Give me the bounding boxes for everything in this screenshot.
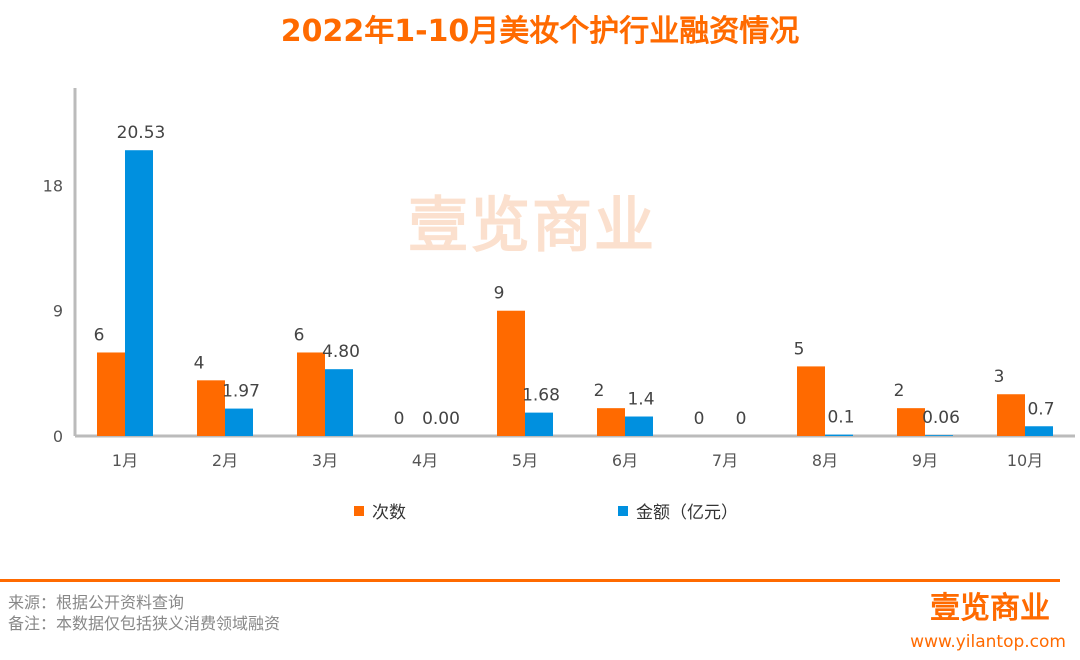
data-label: 1.4 (627, 390, 654, 410)
data-label: 0.1 (827, 408, 854, 428)
data-label: 0 (736, 409, 747, 429)
footer-divider (0, 579, 1060, 582)
x-tick-label: 2月 (212, 451, 238, 470)
bar-amount (1025, 426, 1053, 436)
bar-amount (225, 408, 253, 436)
data-label: 20.53 (117, 123, 166, 143)
legend-item-amount: 金额（亿元） (618, 498, 738, 523)
x-tick-label: 10月 (1007, 451, 1043, 470)
legend-label: 金额（亿元） (636, 503, 738, 523)
x-tick-label: 1月 (112, 451, 138, 470)
x-tick-label: 4月 (412, 451, 438, 470)
data-label: 4.80 (322, 342, 360, 362)
bar-amount (925, 435, 953, 436)
chart-title: 2022年1-10月美妆个护行业融资情况 (280, 14, 800, 49)
x-tick-label: 7月 (712, 451, 738, 470)
x-tick-label: 6月 (612, 451, 638, 470)
brand-logo: 壹览商业 (930, 591, 1050, 626)
data-label: 4 (194, 353, 205, 373)
bar-count (297, 352, 325, 436)
data-label: 6 (94, 325, 105, 345)
x-tick-label: 5月 (512, 451, 538, 470)
data-label: 0 (394, 409, 405, 429)
source-note: 来源：根据公开资料查询 (8, 593, 185, 612)
bar-count (97, 352, 125, 436)
data-label: 0.00 (422, 409, 460, 429)
x-tick-label: 8月 (812, 451, 838, 470)
data-label: 9 (494, 284, 505, 304)
watermark: 壹览商业 (408, 191, 656, 261)
bar-amount (525, 412, 553, 436)
bar-count (197, 380, 225, 436)
data-label: 3 (994, 367, 1005, 387)
data-label: 6 (294, 325, 305, 345)
legend-label: 次数 (372, 503, 406, 523)
bar-count (597, 408, 625, 436)
data-label: 5 (794, 339, 805, 359)
bar-count (897, 408, 925, 436)
data-label: 2 (594, 381, 605, 401)
legend-swatch (618, 505, 628, 516)
legend-item-count: 次数 (354, 498, 406, 523)
bar-chart: 0 9 18 1月 6 20.53 2月 4 1.97 3月 6 4.80 4月 0 0.00 5月 9 1.68… (43, 88, 1075, 470)
data-label: 0 (694, 409, 705, 429)
y-tick-label: 0 (53, 427, 63, 446)
x-tick-label: 9月 (912, 451, 938, 470)
remark-note: 备注：本数据仅包括狭义消费领域融资 (8, 614, 281, 633)
bar-amount (325, 369, 353, 436)
bar-amount (825, 434, 853, 436)
brand-url: www.yilantop.com (910, 632, 1066, 652)
legend-swatch (354, 505, 364, 516)
data-label: 1.68 (522, 386, 560, 406)
data-label: 0.06 (922, 408, 960, 428)
data-label: 0.7 (1027, 399, 1054, 419)
x-tick-label: 3月 (312, 451, 338, 470)
bar-count (497, 310, 525, 436)
bar-amount (125, 150, 153, 436)
y-tick-label: 18 (43, 176, 63, 195)
data-label: 1.97 (222, 382, 260, 402)
bar-amount (625, 416, 653, 436)
y-tick-label: 9 (53, 302, 63, 321)
bar-count (997, 394, 1025, 436)
bar-count (797, 366, 825, 436)
data-label: 2 (894, 381, 905, 401)
